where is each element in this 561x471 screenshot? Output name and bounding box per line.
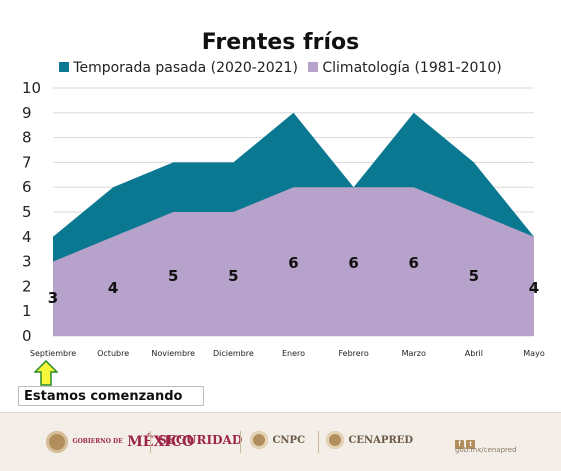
y-tick-label: 2 [22,277,32,295]
cenapred-logo[interactable]: CENAPRED [326,431,413,449]
cnpc-logo[interactable]: CNPC [250,431,305,449]
x-tick-label: Marzo [402,349,426,358]
data-label: 4 [108,279,118,297]
x-tick-label: Enero [282,349,305,358]
footer-divider [240,431,241,453]
footer-divider [318,431,319,453]
x-tick-label: Octubre [97,349,129,358]
data-label: 6 [348,254,358,272]
x-tick-label: Mayo [523,349,545,358]
mexico-seal-icon [46,431,68,453]
up-arrow-icon [34,360,58,386]
cnpc-text: CNPC [272,435,305,446]
cenapred-seal-icon [326,431,344,449]
y-tick-label: 5 [22,203,32,221]
y-tick-label: 10 [22,79,41,97]
y-tick-label: 3 [22,253,32,271]
seguridad-logo[interactable]: SEGURIDAD [158,431,242,449]
x-tick-label: Abril [465,349,483,358]
footer-url[interactable]: gob.mx/cenapred [455,446,517,454]
y-tick-label: 8 [22,129,32,147]
data-label: 5 [469,267,479,285]
cenapred-text: CENAPRED [348,435,413,446]
x-tick-label: Septiembre [30,349,76,358]
gobierno-label: GOBIERNO DE [72,438,122,445]
data-label: 3 [48,289,58,307]
y-tick-label: 9 [22,104,32,122]
data-label: 5 [168,267,178,285]
y-tick-label: 1 [22,302,32,320]
y-tick-label: 0 [22,327,32,345]
footer-divider [150,431,151,453]
y-tick-label: 7 [22,153,32,171]
y-tick-label: 4 [22,228,32,246]
footer-banner: GOBIERNO DE MÉXICO SEGURIDAD CNPC CENAPR… [0,412,561,471]
x-tick-label: Febrero [339,349,369,358]
y-tick-label: 6 [22,178,32,196]
seguridad-text: SEGURIDAD [158,433,242,447]
x-tick-label: Noviembre [151,349,195,358]
data-label: 6 [409,254,419,272]
x-tick-label: Diciembre [213,349,254,358]
data-label: 6 [288,254,298,272]
data-label: 4 [529,279,539,297]
cnpc-seal-icon [250,431,268,449]
annotation-box: Estamos comenzando [18,386,204,406]
gobierno-de-text: GOBIERNO DE [72,439,122,445]
data-label: 5 [228,267,238,285]
